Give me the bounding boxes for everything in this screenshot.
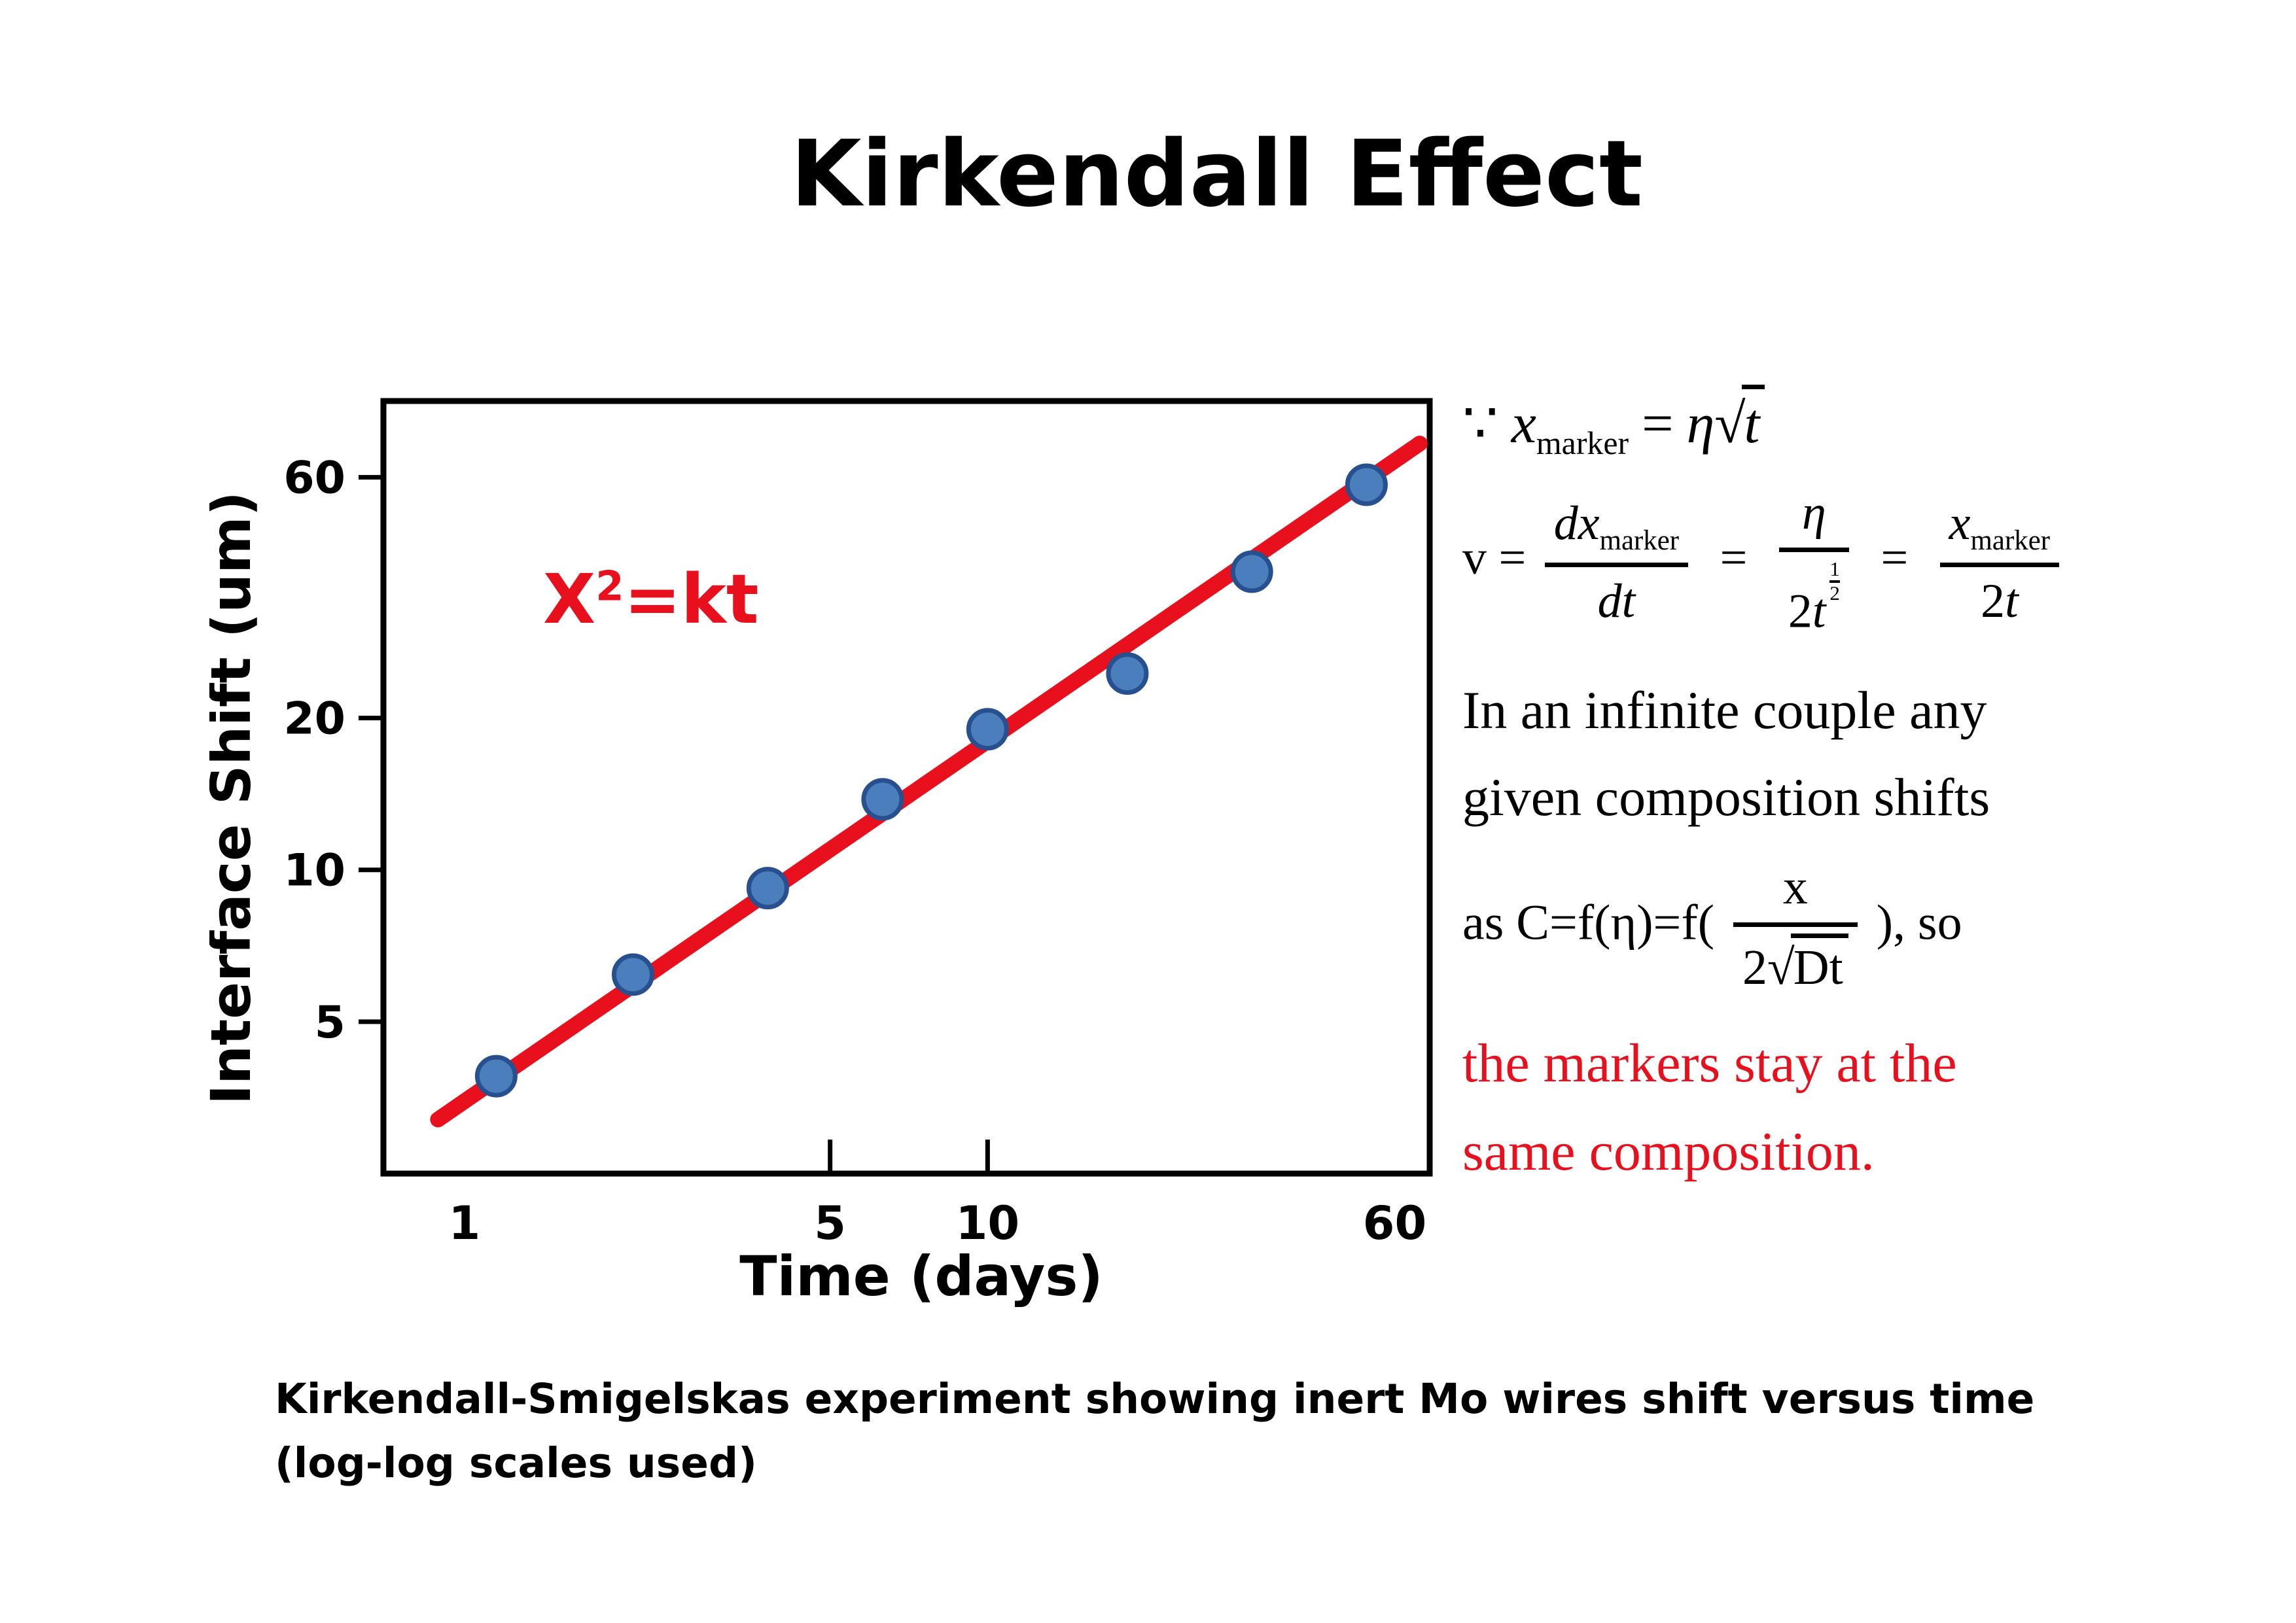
data-point (966, 708, 1009, 751)
fraction-eta-2t: η 2t1 2 (1778, 484, 1849, 641)
fit-line (430, 436, 1428, 1128)
eq2-lhs: v = (1462, 531, 1527, 585)
eq1-subscript: marker (1536, 425, 1629, 462)
figure-caption: Kirkendall-Smigelskas experiment showing… (275, 1367, 2034, 1495)
y-tick-label: 60 (283, 453, 345, 504)
eq1-equals: = (1642, 392, 1674, 455)
caption-line-2: (log-log scales used) (275, 1439, 757, 1487)
radical-sign: √ (1714, 392, 1746, 455)
equation-composition: as C=f(η)=f( x 2√Dt ), so (1462, 858, 2296, 998)
eq2-equals-2: = (1881, 531, 1909, 585)
equations-column: ∵ xmarker = η√t v = dxmarker dt = η 2t1 2 = … (1462, 385, 2296, 1196)
para-line-1: In an infinite couple any (1462, 680, 1987, 740)
radical-sign: √ (1767, 940, 1795, 996)
equation-velocity: v = dxmarker dt = η 2t1 2 = xmarker 2t (1462, 484, 2296, 641)
data-point (861, 778, 904, 821)
caption-line-1: Kirkendall-Smigelskas experiment showing… (275, 1375, 2035, 1423)
data-point (1230, 550, 1273, 593)
chart-plot-area: 60 20 10 5 1 5 10 60 (283, 398, 1433, 1250)
eq1-eta: η (1686, 392, 1715, 455)
annotation-base: X (543, 559, 596, 639)
data-point (746, 867, 789, 910)
data-point (1106, 652, 1149, 695)
eq2-equals-1: = (1720, 531, 1748, 585)
x-tick-label: 60 (1363, 1196, 1426, 1250)
fraction-x-2sqrtDt: x 2√Dt (1733, 858, 1858, 998)
eq1-radicand: t (1741, 385, 1765, 456)
eq3-suffix: ), so (1876, 895, 1962, 951)
body-paragraph: In an infinite couple any given composit… (1462, 667, 2296, 841)
x-tick-label: 5 (814, 1196, 846, 1250)
eq1-variable: x (1511, 392, 1536, 455)
x-tick-label: 10 (956, 1196, 1019, 1250)
equation-marker-position: ∵ xmarker = η√t (1462, 385, 2296, 462)
x-axis-title: Time (days) (739, 1244, 1103, 1308)
because-symbol: ∵ (1462, 392, 1498, 455)
data-point (474, 1055, 518, 1098)
fraction-dx-dt: dxmarker dt (1544, 495, 1689, 631)
data-point (1345, 463, 1388, 506)
annotation-suffix: =kt (624, 559, 759, 639)
annotation-exponent: 2 (595, 562, 624, 610)
page-title: Kirkendall Effect (790, 121, 1643, 228)
y-tick-label: 5 (315, 997, 345, 1049)
y-axis-title: Interface Shift (um) (209, 491, 263, 1105)
red-line-2: same composition. (1462, 1121, 1875, 1182)
red-line-1: the markers stay at the (1462, 1033, 1957, 1094)
x-tick-label: 1 (448, 1196, 480, 1250)
fraction-x-2t: xmarker 2t (1939, 495, 2060, 631)
red-conclusion-text: the markers stay at the same composition… (1462, 1020, 2296, 1196)
data-point (611, 953, 654, 996)
eq3-prefix: as C=f(η)=f( (1462, 895, 1715, 951)
plot-border (380, 398, 1433, 1177)
annotation-x2-equals-kt: X2=kt (543, 559, 759, 639)
shift-vs-time-chart: Time (days) Interface Shift (um) 60 20 10 5… (209, 398, 1433, 1308)
y-tick-label: 10 (283, 845, 345, 897)
para-line-2: given composition shifts (1462, 767, 1990, 827)
y-tick-label: 20 (283, 693, 345, 745)
